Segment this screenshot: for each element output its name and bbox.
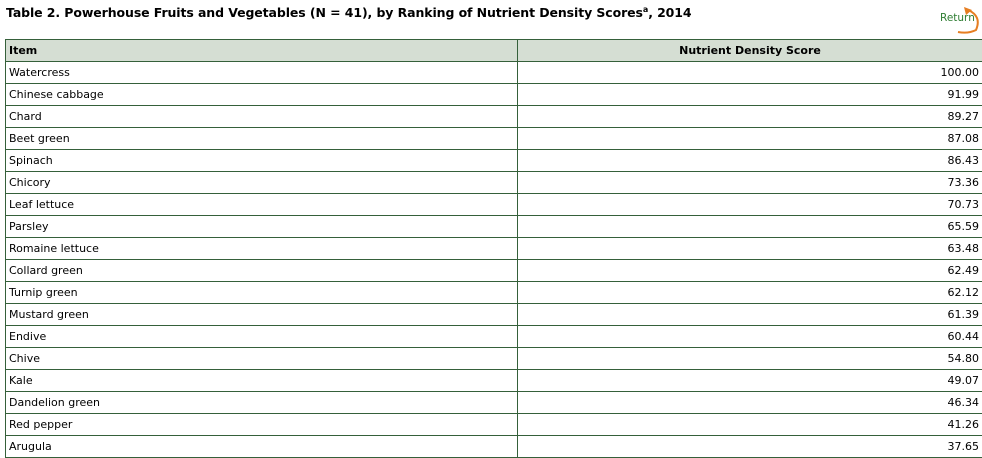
item-cell: Turnip green <box>5 281 518 304</box>
item-cell: Watercress <box>5 61 518 84</box>
table-row: Chicory 73.36 <box>5 171 982 194</box>
score-cell: 100.00 <box>517 61 982 84</box>
title-year: , 2014 <box>648 5 692 20</box>
item-cell: Red pepper <box>5 413 518 436</box>
item-cell: Romaine lettuce <box>5 237 518 260</box>
item-cell: Mustard green <box>5 303 518 326</box>
footnote-marker[interactable]: a <box>642 4 649 14</box>
item-cell: Chive <box>5 347 518 370</box>
table-row: Leaf lettuce 70.73 <box>5 193 982 216</box>
score-cell: 87.08 <box>517 127 982 150</box>
table-row: Chive 54.80 <box>5 347 982 370</box>
score-cell: 73.36 <box>517 171 982 194</box>
table-title: Table 2. Powerhouse Fruits and Vegetable… <box>6 4 692 20</box>
score-cell: 62.12 <box>517 281 982 304</box>
score-cell: 89.27 <box>517 105 982 128</box>
item-cell: Chard <box>5 105 518 128</box>
table-row: Kale 49.07 <box>5 369 982 392</box>
table-row: Chard 89.27 <box>5 105 982 128</box>
table-row: Mustard green 61.39 <box>5 303 982 326</box>
score-cell: 46.34 <box>517 391 982 414</box>
header-row: Item Nutrient Density Score <box>5 39 982 62</box>
return-link[interactable]: Return <box>938 6 982 34</box>
table-row: Turnip green 62.12 <box>5 281 982 304</box>
header-item: Item <box>5 39 518 62</box>
score-cell: 70.73 <box>517 193 982 216</box>
table-row: Chinese cabbage 91.99 <box>5 83 982 106</box>
table-row: Arugula 37.65 <box>5 435 982 458</box>
table-row: Collard green 62.49 <box>5 259 982 282</box>
item-cell: Parsley <box>5 215 518 238</box>
score-cell: 65.59 <box>517 215 982 238</box>
item-cell: Dandelion green <box>5 391 518 414</box>
item-cell: Kale <box>5 369 518 392</box>
score-cell: 54.80 <box>517 347 982 370</box>
item-cell: Collard green <box>5 259 518 282</box>
item-cell: Endive <box>5 325 518 348</box>
score-cell: 41.26 <box>517 413 982 436</box>
score-cell: 86.43 <box>517 149 982 172</box>
item-cell: Spinach <box>5 149 518 172</box>
score-cell: 62.49 <box>517 259 982 282</box>
item-cell: Leaf lettuce <box>5 193 518 216</box>
table-row: Red pepper 41.26 <box>5 413 982 436</box>
table-row: Dandelion green 46.34 <box>5 391 982 414</box>
nutrient-table: Item Nutrient Density Score Watercress 10… <box>5 39 982 458</box>
title-text: Table 2. Powerhouse Fruits and Vegetable… <box>6 5 643 20</box>
table-row: Parsley 65.59 <box>5 215 982 238</box>
table-row: Romaine lettuce 63.48 <box>5 237 982 260</box>
item-cell: Chinese cabbage <box>5 83 518 106</box>
score-cell: 61.39 <box>517 303 982 326</box>
header-score: Nutrient Density Score <box>517 39 982 62</box>
item-cell: Chicory <box>5 171 518 194</box>
table-row: Watercress 100.00 <box>5 61 982 84</box>
table-row: Endive 60.44 <box>5 325 982 348</box>
score-cell: 60.44 <box>517 325 982 348</box>
item-cell: Beet green <box>5 127 518 150</box>
item-cell: Arugula <box>5 435 518 458</box>
return-label[interactable]: Return <box>940 12 975 24</box>
return-arrow-icon <box>957 7 979 34</box>
table-row: Beet green 87.08 <box>5 127 982 150</box>
score-cell: 91.99 <box>517 83 982 106</box>
score-cell: 49.07 <box>517 369 982 392</box>
table-row: Spinach 86.43 <box>5 149 982 172</box>
score-cell: 63.48 <box>517 237 982 260</box>
score-cell: 37.65 <box>517 435 982 458</box>
